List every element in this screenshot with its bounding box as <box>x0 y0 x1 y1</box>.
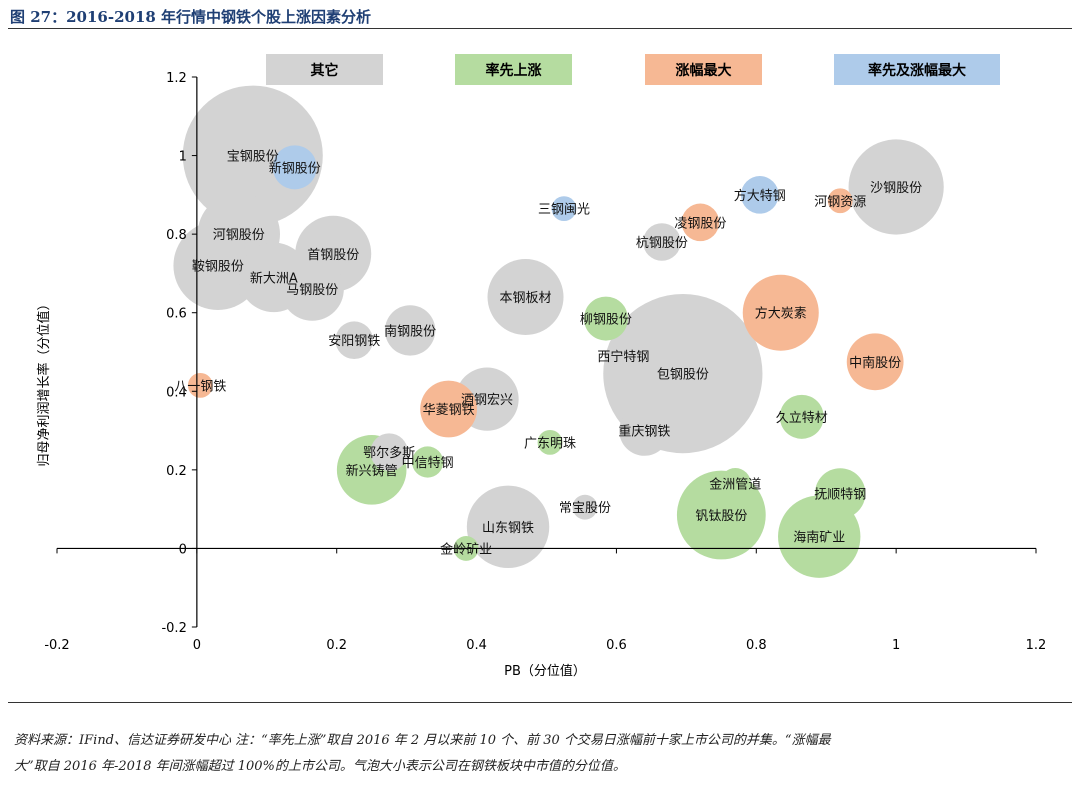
legend-swatch <box>266 54 383 85</box>
bubble-label: 鄂尔多斯 <box>363 445 415 461</box>
x-tick-label: 0 <box>193 638 201 653</box>
y-tick-label: -0.2 <box>161 621 186 636</box>
bubble-point <box>583 296 628 341</box>
y-tick-label: 0.2 <box>166 464 187 479</box>
bubble-point <box>740 176 779 214</box>
legend-swatch <box>645 54 762 85</box>
bubble-label: 西宁特钢 <box>597 349 649 365</box>
bubble-point <box>335 321 373 360</box>
axes-layer: -0.2 0 0.2 0.4 0.6 0.8 1 1.2 -0.2 0 0.2 0.4 0.6 0.8 1 1… <box>44 71 1046 653</box>
y-tick-label: 1.2 <box>166 71 187 86</box>
bubble-point <box>611 343 636 369</box>
bubble-point <box>384 305 436 356</box>
bubble-point <box>815 468 866 519</box>
bubble-label: 柳钢股份 <box>580 313 632 328</box>
y-axis-label: 归母净利润增长率（分位值） <box>36 297 52 466</box>
bottom-rule <box>8 702 1072 703</box>
bubble-label: 三钢闽光 <box>538 203 590 218</box>
x-tick-label: 0.8 <box>746 638 767 653</box>
y-tick-label: 0.8 <box>166 228 187 243</box>
x-axis-label: PB（分位值） <box>504 663 586 679</box>
bubble-point <box>182 85 323 226</box>
bubble-label: 新钢股份 <box>269 160 321 176</box>
bubble-point <box>487 259 564 335</box>
bubble-label: 钒钛股份 <box>695 509 747 524</box>
source-note-line2: 大”取自 2016 年-2018 年间涨幅超过 100%的上市公司。气泡大小表示… <box>14 759 626 774</box>
x-tick-label: 1 <box>892 638 900 653</box>
bubble-label: 宝钢股份 <box>227 150 279 165</box>
legend-swatch <box>455 54 572 85</box>
bubble-label: 中南股份 <box>849 355 901 371</box>
bubble-point <box>272 145 317 190</box>
bubble-label: 凌钢股份 <box>674 216 726 231</box>
bubble-label: 河钢资源 <box>814 195 866 210</box>
bubble-label: 金岭矿业 <box>440 541 492 557</box>
bubble-layer <box>173 85 944 578</box>
bubble-label: 方大特钢 <box>734 188 786 204</box>
bubble-point <box>537 429 563 455</box>
figure-title: 图 27：2016-2018 年行情中钢铁个股上涨因素分析 <box>10 8 372 26</box>
bubble-point <box>846 333 904 391</box>
bubble-point <box>420 380 477 438</box>
bubble-point <box>619 405 670 456</box>
x-tick-label: 0.2 <box>326 638 347 653</box>
bubble-label: 鞍钢股份 <box>192 259 244 275</box>
bubble-point <box>681 203 720 242</box>
bubble-point <box>370 433 408 471</box>
top-rule <box>8 28 1072 29</box>
bubble-label: 河钢股份 <box>213 228 265 243</box>
bubble-point <box>280 257 344 321</box>
bubble-point <box>466 485 550 569</box>
x-tick-label: 0.4 <box>466 638 487 653</box>
bubble-label: 沙钢股份 <box>870 181 922 196</box>
x-tick-label: 1.2 <box>1026 638 1047 653</box>
y-tick-label: 0.6 <box>166 307 187 322</box>
legend-label: 其它 <box>311 62 339 79</box>
legend-swatch <box>834 54 1000 85</box>
bubble-point <box>572 494 598 520</box>
bubble-point <box>719 468 751 500</box>
bubble-label: 包钢股份 <box>657 368 709 383</box>
y-tick-label: 0 <box>179 542 187 557</box>
bubble-label: 广东明珠 <box>524 436 576 451</box>
x-tick-label: 0.6 <box>606 638 627 653</box>
bubble-label: 南钢股份 <box>384 323 436 339</box>
y-tick-label: 0.4 <box>166 385 187 400</box>
bubble-label: 重庆钢铁 <box>618 424 670 440</box>
source-note-line1: 资料来源：IFind、信达证券研发中心 注：“率先上涨”取自 2016 年 2 … <box>14 733 831 748</box>
bubble-label: 新兴铸管 <box>346 463 398 479</box>
bubble-point <box>827 188 853 214</box>
bubble-label: 山东钢铁 <box>482 521 534 536</box>
legend-label: 率先上涨 <box>486 62 542 79</box>
bubble-label: 常宝股份 <box>559 501 611 516</box>
bubble-point <box>643 223 681 261</box>
bubble-label: 华菱钢铁 <box>423 403 475 418</box>
legend-label: 率先及涨幅最大 <box>868 62 966 79</box>
bubble-label: 金洲管道 <box>709 477 761 493</box>
bubble-point <box>848 139 944 235</box>
bubble-point <box>779 394 824 439</box>
bubble-label: 本钢板材 <box>500 291 552 306</box>
bubble-label: 中信特钢 <box>402 456 454 471</box>
bubble-label: 方大炭素 <box>755 306 807 322</box>
legend: 其它 率先上涨 涨幅最大 率先及涨幅最大 <box>266 54 1000 85</box>
bubble-label: 八一钢铁 <box>174 379 226 394</box>
legend-label: 涨幅最大 <box>676 62 732 79</box>
bubble-label: 新大洲A <box>250 270 298 286</box>
bubble-label: 安阳钢铁 <box>328 334 380 349</box>
bubble-label: 酒钢宏兴 <box>461 393 513 408</box>
bubble-point <box>742 274 819 351</box>
bubble-label: 抚顺特钢 <box>814 487 866 502</box>
bubble-point <box>412 446 444 478</box>
x-tick-label: -0.2 <box>44 638 69 653</box>
bubble-label: 首钢股份 <box>307 248 359 263</box>
bubble-label: 马钢股份 <box>286 283 338 298</box>
y-tick-label: 1 <box>179 150 187 165</box>
bubble-chart: -0.2 0 0.2 0.4 0.6 0.8 1 1.2 -0.2 0 0.2 0.4 0.6 0.8 1 1… <box>36 54 1046 679</box>
bubble-label: 久立特材 <box>776 411 828 426</box>
bubble-label: 杭钢股份 <box>636 236 688 251</box>
bubble-point <box>551 196 577 222</box>
bubble-label: 海南矿业 <box>793 530 845 546</box>
